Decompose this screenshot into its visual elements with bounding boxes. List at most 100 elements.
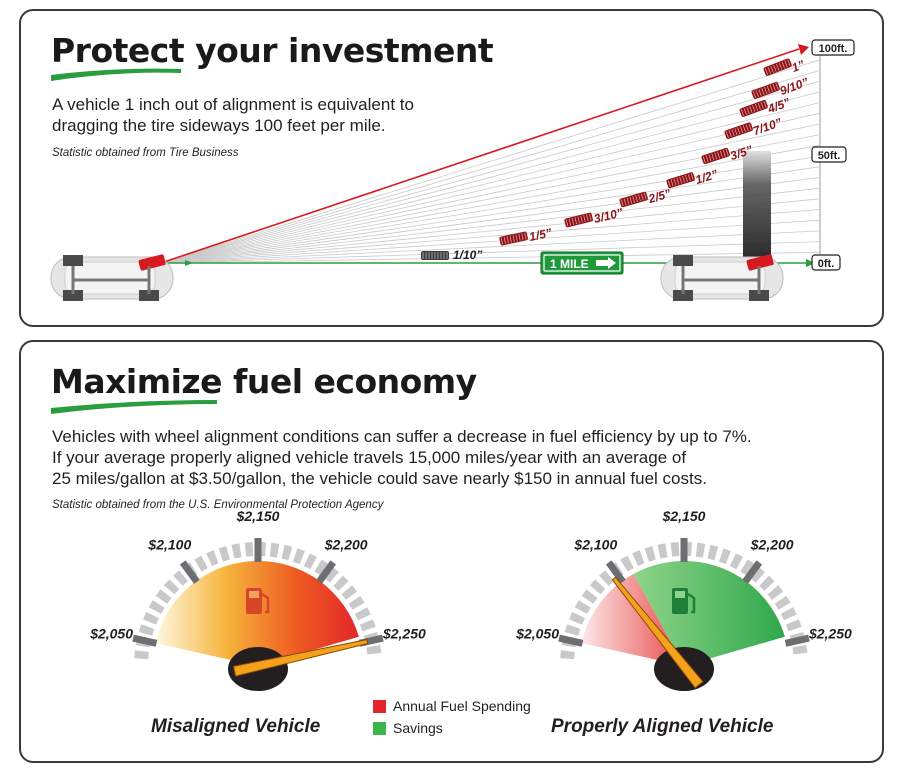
gauge-dash bbox=[707, 544, 719, 561]
scale-label-50: 50ft. bbox=[811, 146, 847, 163]
fan-line bbox=[160, 91, 821, 264]
fan-line bbox=[160, 155, 821, 264]
tire-marker bbox=[499, 231, 528, 246]
alignment-heading-part2: your investment bbox=[184, 31, 494, 70]
gauge-tick-label: $2,200 bbox=[750, 537, 794, 553]
tire-marker bbox=[724, 122, 753, 139]
gauge-dash bbox=[281, 544, 293, 561]
gauge-dash bbox=[767, 585, 784, 600]
gauge-tick-label: $2,050 bbox=[89, 625, 133, 641]
tire-marker bbox=[739, 99, 768, 117]
legend-swatch-savings bbox=[373, 721, 386, 735]
legend-item-savings: Savings bbox=[373, 717, 531, 739]
tire-label: 3/10” bbox=[592, 205, 624, 226]
gauge-dash bbox=[574, 600, 591, 614]
aligned-arrow-icon bbox=[806, 259, 815, 267]
legend-swatch-fuel-spending bbox=[373, 699, 386, 713]
gauge-dash bbox=[206, 550, 219, 567]
gauge-dash bbox=[359, 619, 376, 632]
tire-marker bbox=[701, 147, 730, 165]
fan-line bbox=[160, 123, 821, 264]
fuel-heading-part2: fuel economy bbox=[222, 362, 477, 401]
fan-line bbox=[160, 166, 821, 264]
alignment-panel: Protect your investment A vehicle 1 inch… bbox=[19, 9, 884, 327]
fan-line bbox=[160, 209, 821, 264]
tire-drag-mark bbox=[743, 151, 771, 263]
one-mile-sign-text: 1 MILE bbox=[550, 257, 589, 271]
fan-line bbox=[160, 241, 821, 264]
scale-label-0: 0ft. bbox=[811, 254, 841, 271]
gauge-dash bbox=[354, 607, 371, 621]
gauge-dash bbox=[581, 589, 598, 604]
tire-marker bbox=[666, 172, 695, 189]
gauge-dash bbox=[569, 611, 585, 625]
tire-marker bbox=[421, 251, 449, 260]
tire-label: 1” bbox=[790, 57, 807, 75]
gauge-dash bbox=[620, 555, 634, 572]
gauge-dash bbox=[163, 579, 180, 595]
gauge-dash bbox=[138, 624, 155, 636]
gauge-needle bbox=[232, 639, 369, 677]
gauge-dash bbox=[657, 543, 668, 559]
gauge-dash bbox=[750, 567, 765, 583]
scale-label-0-text: 0ft. bbox=[818, 258, 835, 270]
gauge-dash bbox=[194, 555, 208, 572]
gauge-tick bbox=[132, 634, 158, 647]
fan-line bbox=[160, 177, 821, 264]
gauge-tick-label: $2,250 bbox=[382, 625, 426, 641]
gauge-tick-label: $2,200 bbox=[324, 537, 368, 553]
tire-label: 1/2” bbox=[694, 167, 720, 187]
scale-label-50-text: 50ft. bbox=[818, 150, 841, 162]
fuel-panel: Maximize fuel economy Vehicles with whee… bbox=[19, 340, 884, 763]
misaligned-gauge: $2,050 $2,100 $2,150 $2,200 $2,250 bbox=[89, 508, 426, 691]
gauge-dash bbox=[780, 607, 797, 621]
tire-label: 9/10” bbox=[778, 75, 810, 98]
one-mile-sign: 1 MILE bbox=[540, 251, 624, 275]
gauge-needle bbox=[611, 576, 704, 689]
fuel-spending-area bbox=[581, 573, 684, 666]
tire-marker bbox=[751, 81, 780, 99]
fan-line bbox=[160, 102, 821, 264]
fuel-description-2: If your average properly aligned vehicle… bbox=[52, 448, 687, 467]
gauge-dash bbox=[333, 575, 349, 591]
fan-line bbox=[160, 251, 821, 264]
tire-label: 1/10” bbox=[453, 248, 482, 262]
misaligned-arrow-icon bbox=[798, 44, 809, 55]
alignment-fan-lines bbox=[160, 59, 821, 264]
gauge-dash bbox=[324, 567, 339, 583]
gauge-dash bbox=[244, 542, 254, 557]
tire-marker bbox=[564, 212, 593, 228]
gauge-tick-label: $2,050 bbox=[515, 625, 559, 641]
gauge-dash bbox=[560, 650, 575, 660]
gauge-dash bbox=[564, 624, 581, 636]
alignment-heading: Protect your investment bbox=[51, 31, 494, 70]
fan-line bbox=[160, 144, 821, 264]
gauge-tick-label: $2,150 bbox=[236, 508, 280, 524]
gauge-dash bbox=[148, 600, 165, 614]
tire-marker bbox=[619, 191, 648, 208]
gauge-dash bbox=[785, 619, 802, 632]
fuel-heading-part1: Maximize bbox=[51, 362, 223, 401]
tire-label: 4/5” bbox=[765, 95, 792, 116]
alignment-diagram: 1 MILE 100ft. 50ft. 0ft. 1/10” 1/5” 3/10” 2… bbox=[50, 39, 855, 301]
legend-label-savings: Savings bbox=[393, 720, 443, 736]
alignment-description-2: dragging the tire sideways 100 feet per … bbox=[52, 116, 386, 135]
aligned-gauge-label: Properly Aligned Vehicle bbox=[551, 716, 774, 737]
alignment-description-1: A vehicle 1 inch out of alignment is equ… bbox=[52, 95, 414, 114]
money-fuel-icon bbox=[672, 588, 696, 614]
gauge-dash bbox=[774, 595, 791, 610]
legend-label-fuel-spending: Annual Fuel Spending bbox=[393, 698, 531, 714]
gauge-tick bbox=[742, 560, 763, 584]
gauge-dash bbox=[729, 553, 743, 570]
mile-arrow-icon bbox=[596, 257, 616, 269]
gauge-dash bbox=[589, 579, 606, 595]
fuel-source: Statistic obtained from the U.S. Environ… bbox=[52, 499, 384, 511]
gauge-dash bbox=[292, 548, 305, 565]
aligned-small-arrow-icon bbox=[185, 260, 193, 266]
alignment-heading-part1: Protect bbox=[51, 31, 185, 70]
tire-marker bbox=[763, 58, 792, 76]
tire-label: 1/5” bbox=[528, 226, 553, 244]
alignment-source: Statistic obtained from Tire Business bbox=[52, 147, 239, 159]
gauge-tick-label: $2,150 bbox=[662, 508, 706, 524]
gauge-dash bbox=[173, 570, 189, 586]
